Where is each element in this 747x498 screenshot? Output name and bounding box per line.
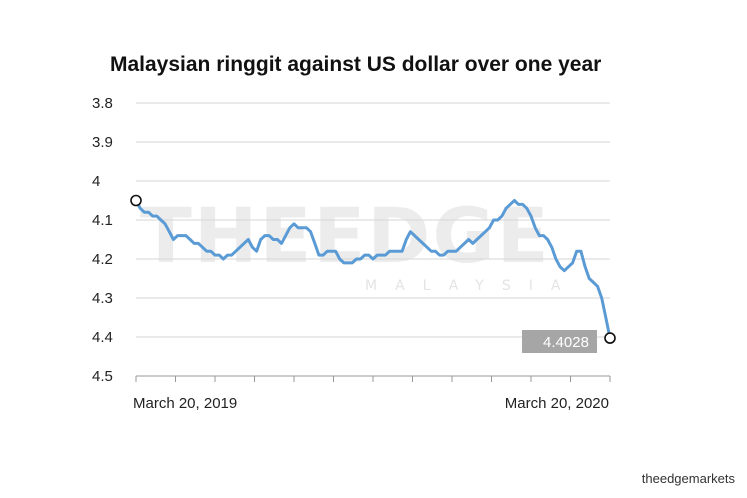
start-point-marker — [130, 194, 142, 207]
chart-title: Malaysian ringgit against US dollar over… — [110, 53, 601, 76]
last-value-label-text: 4.4028 — [543, 334, 589, 351]
series-line — [134, 199, 612, 339]
x-tick-marks — [135, 376, 611, 382]
last-value-label-bg — [522, 330, 597, 353]
y-tick-label: 4.2 — [92, 251, 113, 268]
end-point-marker — [604, 332, 616, 344]
y-tick-labels: 3.8 3.9 4 4.1 4.2 4.3 4.4 4.5 — [92, 95, 113, 385]
series-group — [130, 194, 616, 344]
x-tick-label-start: March 20, 2019 — [133, 395, 237, 412]
gridlines — [136, 102, 610, 338]
y-tick-label: 3.8 — [92, 95, 113, 112]
x-tick-label-end: March 20, 2020 — [505, 395, 609, 412]
watermark: THEEDGE MALAYSIA — [140, 191, 578, 294]
y-tick-label: 3.9 — [92, 134, 113, 151]
y-tick-label: 4.5 — [92, 368, 113, 385]
watermark-main: THEEDGE — [140, 191, 551, 280]
watermark-sub: MALAYSIA — [365, 278, 578, 294]
y-tick-label: 4 — [92, 173, 100, 190]
credit-text: theedgemarkets — [642, 471, 736, 486]
y-tick-label: 4.4 — [92, 329, 113, 346]
last-value-label: 4.4028 — [522, 330, 597, 353]
y-tick-label: 4.1 — [92, 212, 113, 229]
y-tick-label: 4.3 — [92, 290, 113, 307]
